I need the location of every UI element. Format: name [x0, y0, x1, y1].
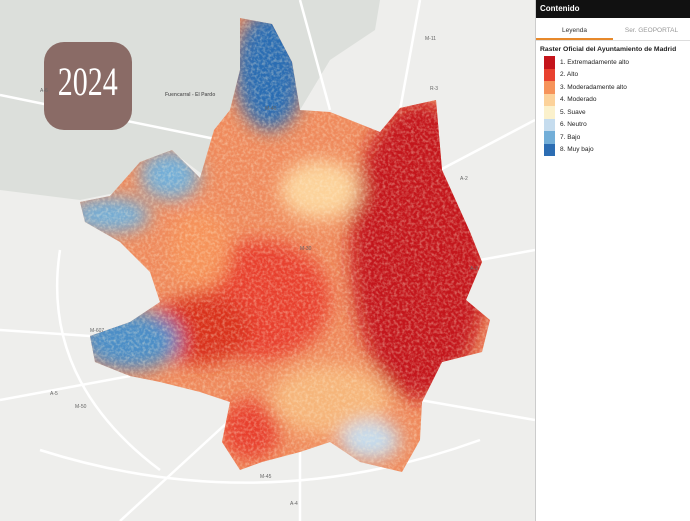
legend-item: 7. Bajo	[536, 131, 690, 144]
legend-label: 5. Suave	[560, 108, 586, 116]
legend-item: 4. Moderado	[536, 93, 690, 106]
map-label: M-11	[425, 36, 436, 42]
legend-label: 8. Muy bajo	[560, 146, 594, 154]
map-labels: Fuencarral - El Pardo M-40 M-30 A-6 M-607 M-5…	[40, 36, 478, 507]
map-label: M-30	[300, 246, 312, 252]
map-label: A-4	[290, 501, 298, 507]
map-label: M-40	[265, 106, 277, 112]
map-label: A-2	[460, 176, 468, 182]
legend-item: 2. Alto	[536, 68, 690, 81]
side-panel: Contenido Leyenda Ser. GEOPORTAL Raster …	[535, 0, 690, 521]
map-label: A-6	[40, 88, 48, 94]
legend-label: 6. Neutro	[560, 121, 587, 129]
map-label: M-45	[260, 474, 272, 480]
legend-item: 1. Extremadamente alto	[536, 56, 690, 69]
legend-swatch	[544, 81, 555, 94]
legend-swatch	[544, 131, 555, 144]
legend-label: 1. Extremadamente alto	[560, 58, 630, 66]
legend-label: 7. Bajo	[560, 133, 581, 141]
map-label: R-3	[430, 86, 438, 92]
tab[interactable]: Ser. GEOPORTAL	[624, 27, 679, 34]
map-label: A-3	[470, 266, 478, 272]
legend: 1. Extremadamente alto 2. Alto 3. Moderada…	[536, 56, 690, 156]
legend-swatch	[544, 68, 555, 81]
legend-swatch	[544, 93, 555, 106]
legend-swatch	[544, 56, 555, 69]
legend-label: 4. Moderado	[560, 96, 597, 104]
map-label: M-50	[75, 404, 87, 410]
legend-item: 6. Neutro	[536, 118, 690, 131]
legend-swatch	[544, 143, 555, 156]
map-label: M-607	[90, 328, 104, 334]
tabs: Leyenda Ser. GEOPORTAL	[536, 22, 690, 41]
map-label: A-5	[50, 391, 58, 397]
legend-label: 2. Alto	[560, 71, 579, 79]
panel-title: Contenido	[536, 0, 690, 18]
map: 2024 Fuencarral - El Pardo M-40 M-30 A-6 M-6…	[0, 0, 535, 521]
legend-label: 3. Moderadamente alto	[560, 83, 627, 91]
year-badge-bg	[44, 42, 132, 130]
legend-item: 3. Moderadamente alto	[536, 81, 690, 94]
year-badge: 2024	[58, 59, 118, 104]
roads	[0, 0, 535, 521]
legend-item: 8. Muy bajo	[536, 143, 690, 156]
legend-item: 5. Suave	[536, 106, 690, 119]
legend-swatch	[544, 106, 555, 119]
map-label: Fuencarral - El Pardo	[165, 92, 215, 98]
legend-swatch	[544, 118, 555, 131]
layer-title: Raster Oficial del Ayuntamiento de Madri…	[540, 46, 677, 53]
tab[interactable]: Leyenda	[536, 22, 613, 40]
